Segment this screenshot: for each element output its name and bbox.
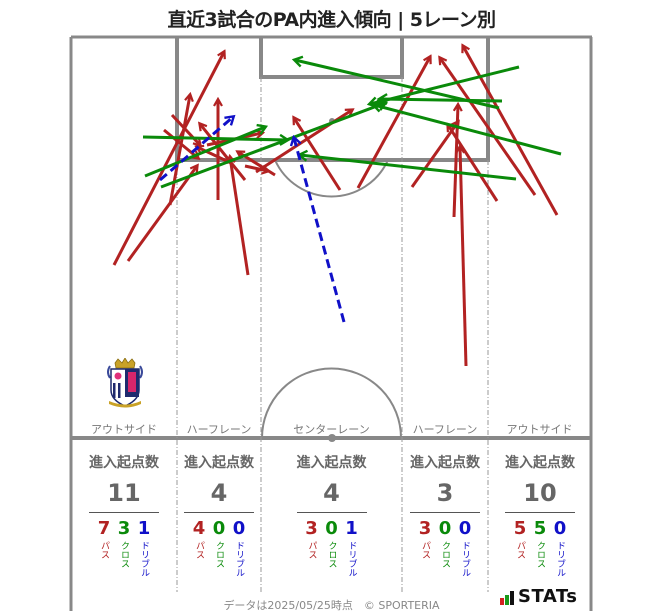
cross-count: 3	[117, 518, 131, 539]
dribble-count: 1	[137, 518, 151, 539]
pass-label: パス	[194, 541, 204, 559]
lane-label-outside-right: アウトサイド	[506, 423, 573, 436]
dribble-count: 1	[345, 518, 358, 539]
stat-heading: 進入起点数	[184, 455, 254, 471]
pass-label: パス	[420, 541, 430, 559]
lane-stats-halflane-right: 進入起点数 3 3 パス 0 クロス 0 ドリブル	[402, 452, 488, 577]
dribble-label: ドリブル	[346, 541, 357, 577]
dribble-count: 0	[458, 518, 472, 539]
chart-title: 直近3試合のPA内進入傾向 | 5レーン別	[167, 9, 496, 31]
data-date-footer: データは2025/05/25時点 © SPORTERIA	[223, 599, 440, 612]
cross-count: 0	[325, 518, 338, 539]
cross-arrows	[142, 60, 562, 189]
stat-total: 10	[523, 479, 557, 507]
stat-total: 4	[323, 479, 340, 507]
dribble-arrows	[159, 117, 346, 323]
lane-label-outside-left: アウトサイド	[91, 423, 157, 436]
cross-label: クロス	[440, 541, 450, 568]
cross-label: クロス	[326, 541, 337, 568]
lane-stats-halflane-left: 進入起点数 4 4 パス 0 クロス 0 ドリブル	[177, 452, 261, 577]
lane-dividers	[176, 77, 489, 592]
club-crest-icon	[107, 358, 143, 408]
pass-label: パス	[306, 541, 317, 559]
pass-arrows	[112, 46, 559, 367]
stat-total: 4	[210, 479, 228, 507]
cross-count: 0	[438, 518, 452, 539]
dribble-count: 0	[232, 518, 246, 539]
lane-label-halflane-left: ハーフレーン	[186, 423, 252, 436]
stat-heading: 進入起点数	[410, 455, 480, 471]
stat-heading: 進入起点数	[89, 455, 159, 471]
pass-count: 4	[192, 518, 206, 539]
dribble-count: 0	[553, 518, 567, 539]
pass-count: 5	[513, 518, 527, 539]
cross-count: 5	[533, 518, 547, 539]
dribble-label: ドリブル	[555, 541, 565, 577]
stat-total: 3	[436, 479, 454, 507]
lane-stats-center: 進入起点数 4 3 パス 0 クロス 1 ドリブル	[261, 452, 402, 577]
pass-count: 7	[97, 518, 111, 539]
lane-stats-outside-right: 進入起点数 10 5 パス 5 クロス 0 ドリブル	[492, 452, 588, 577]
dribble-label: ドリブル	[460, 541, 470, 577]
pass-label: パス	[99, 541, 109, 559]
stat-heading: 進入起点数	[505, 455, 575, 471]
dribble-label: ドリブル	[139, 541, 149, 577]
pass-count: 3	[305, 518, 318, 539]
pass-count: 3	[418, 518, 432, 539]
cross-label: クロス	[535, 541, 545, 568]
stats-logo: STATs	[500, 586, 578, 607]
cross-label: クロス	[214, 541, 224, 568]
dribble-label: ドリブル	[234, 541, 244, 577]
cross-count: 0	[212, 518, 226, 539]
lane-label-halflane-right: ハーフレーン	[412, 423, 478, 436]
lane-stats-outside-left: 進入起点数 11 7 パス 3 クロス 1 ドリブル	[78, 452, 170, 577]
stat-total: 11	[107, 479, 141, 507]
pass-label: パス	[515, 541, 525, 559]
cross-label: クロス	[119, 541, 129, 568]
lane-label-center: センターレーン	[293, 423, 370, 436]
stats-logo-text: STATs	[518, 586, 578, 607]
bar-chart-icon	[500, 591, 514, 605]
stat-heading: 進入起点数	[296, 455, 367, 471]
